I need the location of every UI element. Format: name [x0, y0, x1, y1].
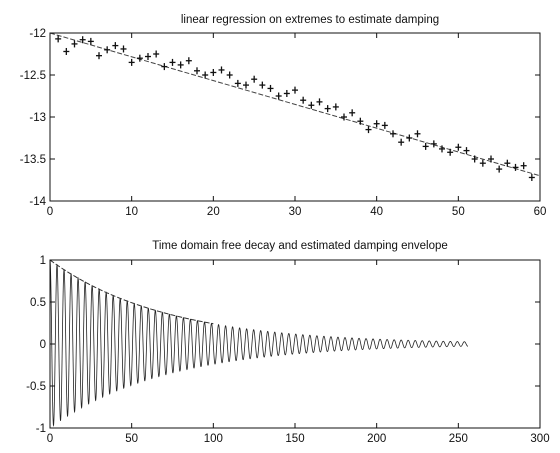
- regression-x-tick-label: 50: [452, 206, 465, 218]
- regression-data-point: [63, 47, 70, 55]
- decay-y-tick-label: -0.5: [26, 381, 46, 393]
- regression-data-point: [218, 66, 225, 74]
- regression-data-point: [422, 142, 429, 150]
- decay-chart-title: Time domain free decay and estimated dam…: [152, 240, 448, 252]
- regression-data-point: [381, 121, 388, 129]
- regression-data-point: [512, 163, 519, 171]
- regression-x-tick-label: 60: [534, 206, 547, 218]
- regression-data-point: [259, 81, 266, 89]
- regression-data-point: [439, 145, 445, 153]
- regression-y-tick-label: -13: [29, 112, 46, 124]
- regression-data-point: [55, 35, 62, 43]
- regression-data-point: [112, 42, 119, 50]
- decay-x-tick-label: 200: [367, 433, 386, 445]
- regression-data-point: [234, 79, 241, 87]
- regression-x-tick-label: 40: [370, 206, 383, 218]
- regression-data-point: [169, 58, 176, 66]
- regression-data-point: [488, 155, 494, 163]
- regression-data-point: [414, 130, 421, 138]
- decay-signal-layer: [49, 259, 469, 427]
- regression-subplot: linear regression on extremes to estimat…: [20, 14, 547, 218]
- regression-data-point: [357, 117, 364, 125]
- regression-data-point: [332, 103, 339, 111]
- regression-data-point: [120, 45, 127, 53]
- regression-data-point: [471, 155, 478, 163]
- regression-y-tick-label: -12: [29, 28, 46, 40]
- regression-data-point: [177, 61, 184, 69]
- decay-x-tick-label: 100: [204, 433, 223, 445]
- regression-data-point: [153, 50, 160, 58]
- regression-data-point: [194, 67, 200, 75]
- regression-data-point: [300, 96, 307, 104]
- regression-data-point: [71, 40, 78, 48]
- regression-data-point: [528, 173, 535, 181]
- decay-subplot: Time domain free decay and estimated dam…: [26, 240, 549, 445]
- regression-data-point: [398, 138, 405, 146]
- regression-data-point: [316, 98, 323, 106]
- decay-x-tick-label: 250: [449, 433, 468, 445]
- regression-y-tick-label: -13.5: [20, 154, 46, 166]
- regression-data-point: [267, 84, 274, 92]
- regression-y-tick-label: -12.5: [20, 70, 46, 82]
- regression-x-tick-label: 0: [47, 206, 53, 218]
- regression-points-layer: [55, 35, 535, 181]
- regression-data-point: [341, 113, 347, 121]
- regression-axes-box: [49, 32, 541, 202]
- regression-data-point: [390, 130, 396, 138]
- regression-data-point: [87, 37, 94, 45]
- regression-fit-layer: [49, 32, 541, 177]
- regression-x-tick-label: 10: [125, 206, 138, 218]
- regression-data-point: [243, 81, 249, 89]
- regression-data-point: [161, 63, 168, 71]
- regression-data-point: [251, 75, 258, 83]
- regression-data-point: [308, 101, 315, 109]
- regression-data-point: [430, 140, 437, 148]
- regression-data-point: [210, 68, 217, 76]
- regression-data-point: [373, 120, 380, 128]
- regression-chart-title: linear regression on extremes to estimat…: [181, 14, 439, 26]
- regression-data-point: [96, 52, 102, 60]
- regression-data-point: [136, 54, 143, 62]
- regression-data-point: [496, 165, 503, 173]
- decay-x-tick-label: 0: [47, 433, 53, 445]
- decay-signal-line: [49, 259, 469, 427]
- regression-data-point: [349, 109, 356, 117]
- decay-y-tick-label: 1: [40, 255, 46, 267]
- decay-x-tick-label: 300: [530, 433, 549, 445]
- regression-data-point: [79, 36, 86, 44]
- decay-envelope-layer: [49, 259, 214, 325]
- regression-fit-line: [49, 32, 541, 177]
- regression-data-point: [292, 86, 298, 94]
- regression-data-point: [504, 159, 511, 167]
- regression-data-point: [520, 162, 527, 170]
- regression-data-point: [479, 159, 486, 167]
- regression-data-point: [447, 148, 454, 156]
- decay-y-tick-label: 0.5: [30, 297, 46, 309]
- regression-data-point: [202, 71, 209, 79]
- regression-y-tick-label: -14: [29, 196, 46, 208]
- decay-x-tick-label: 50: [125, 433, 138, 445]
- regression-data-point: [283, 89, 290, 97]
- decay-y-tick-label: -1: [36, 423, 46, 435]
- regression-data-point: [104, 46, 111, 54]
- regression-x-tick-label: 30: [289, 206, 302, 218]
- regression-data-point: [463, 147, 470, 155]
- regression-data-point: [226, 71, 233, 79]
- regression-data-point: [455, 143, 462, 151]
- decay-envelope-line: [49, 259, 214, 325]
- regression-data-point: [365, 126, 372, 134]
- regression-x-tick-label: 20: [207, 206, 220, 218]
- regression-ticks-layer: 0 10 20 30 40 50 60 -12 -12.5 -13 -13.5 -14: [20, 28, 547, 218]
- regression-data-point: [406, 134, 413, 142]
- regression-data-point: [185, 57, 192, 65]
- decay-x-tick-label: 150: [285, 433, 304, 445]
- regression-data-point: [145, 53, 151, 61]
- decay-ticks-layer: 0 50 100 150 200 250 300 1 0.5 0 -0.5 -1: [26, 255, 549, 445]
- regression-data-point: [324, 105, 331, 113]
- decay-y-tick-label: 0: [40, 339, 46, 351]
- regression-data-point: [275, 92, 282, 100]
- regression-data-point: [128, 58, 135, 66]
